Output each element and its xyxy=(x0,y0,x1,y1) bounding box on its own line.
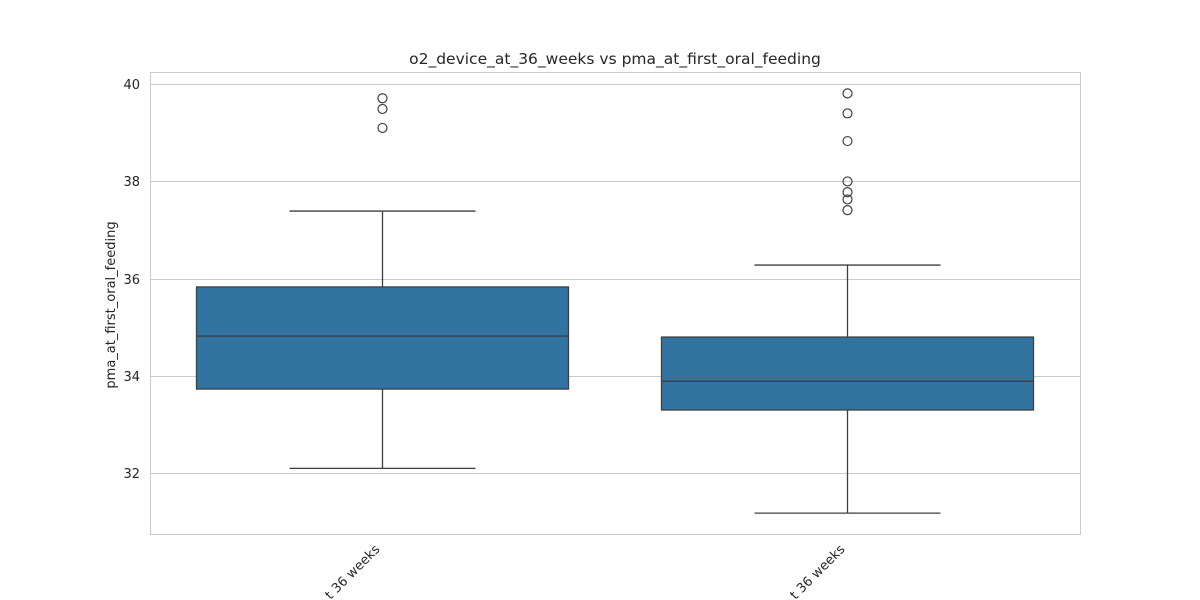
box xyxy=(195,286,570,390)
outlier-point xyxy=(842,194,853,205)
outlier-point xyxy=(377,122,388,134)
plot-frame xyxy=(150,72,1081,535)
outlier-point xyxy=(842,108,853,119)
box xyxy=(660,336,1035,411)
y-tick-label: 40 xyxy=(123,78,140,93)
x-tick-label: t 36 weeks xyxy=(788,542,849,600)
chart-title: o2_device_at_36_weeks vs pma_at_first_or… xyxy=(409,50,821,69)
y-tick-label: 38 xyxy=(123,175,140,190)
y-tick-label: 36 xyxy=(123,273,140,288)
outlier-point xyxy=(842,176,853,187)
y-tick-label: 32 xyxy=(123,467,140,482)
outlier-point xyxy=(377,103,388,115)
x-tick-label: t 36 weeks xyxy=(323,542,384,600)
outlier-point xyxy=(842,88,853,99)
box-group xyxy=(195,93,570,469)
y-axis-label: pma_at_first_oral_feeding xyxy=(104,221,119,388)
box-group xyxy=(660,88,1035,514)
outlier-point xyxy=(377,93,388,104)
outlier-point xyxy=(842,205,853,216)
outlier-point xyxy=(842,135,853,147)
outlier-point xyxy=(842,187,853,198)
y-tick-label: 34 xyxy=(123,370,140,385)
